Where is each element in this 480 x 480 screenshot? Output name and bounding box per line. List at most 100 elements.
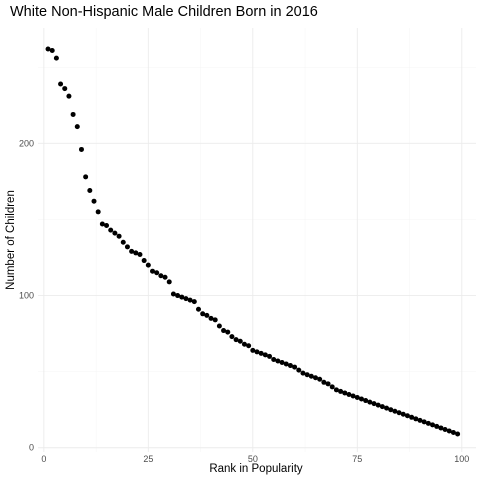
data-point [283, 361, 289, 367]
y-tick-label: 200 [19, 138, 34, 148]
data-point [170, 291, 176, 297]
data-point [329, 384, 335, 390]
data-point [371, 401, 377, 407]
data-point [279, 360, 285, 366]
x-axis-label: Rank in Popularity [209, 463, 303, 475]
data-point [162, 274, 168, 280]
data-point [338, 388, 344, 394]
data-point [53, 55, 59, 61]
y-axis-label: Number of Children [5, 190, 17, 290]
data-point [233, 337, 239, 343]
data-point [166, 279, 172, 285]
data-point [112, 230, 118, 236]
data-point [246, 343, 252, 349]
data-point [342, 390, 348, 396]
x-tick-label: 25 [143, 454, 153, 464]
data-point [195, 306, 201, 312]
data-point [74, 124, 80, 130]
data-point [124, 244, 130, 250]
data-point [392, 408, 398, 414]
data-point [108, 227, 114, 233]
data-point [304, 372, 310, 378]
data-point [404, 413, 410, 419]
data-point [78, 146, 84, 152]
data-point [354, 395, 360, 401]
data-point [367, 399, 373, 405]
data-point [204, 312, 210, 318]
data-point [434, 423, 440, 429]
data-point [116, 233, 122, 239]
data-point [300, 370, 306, 376]
data-point [346, 391, 352, 397]
data-point [179, 294, 185, 300]
data-point [254, 349, 260, 355]
data-point [49, 48, 55, 54]
y-tick-label: 0 [29, 443, 34, 453]
data-point [87, 188, 93, 194]
data-point [200, 311, 206, 317]
data-point [308, 373, 314, 379]
data-point [137, 251, 143, 257]
data-point [91, 198, 97, 204]
data-point [237, 338, 243, 344]
x-tick-label: 75 [352, 454, 362, 464]
data-point [158, 273, 164, 279]
data-point [104, 223, 110, 229]
data-point [417, 417, 423, 423]
data-point [241, 341, 247, 347]
data-point [250, 347, 256, 353]
data-point [150, 268, 156, 274]
data-point [409, 414, 415, 420]
data-point [66, 93, 72, 99]
data-point [421, 419, 427, 425]
data-point [145, 262, 151, 268]
data-point [58, 81, 64, 87]
chart-title: White Non-Hispanic Male Children Born in… [10, 4, 318, 20]
data-point [379, 404, 385, 410]
data-point [216, 323, 222, 329]
data-point [400, 411, 406, 417]
data-point [455, 431, 461, 437]
data-point [446, 428, 452, 434]
data-point [229, 334, 235, 340]
data-point [438, 425, 444, 431]
data-point [275, 358, 281, 364]
data-point [313, 375, 319, 381]
data-point [45, 46, 51, 52]
data-point [120, 239, 126, 245]
data-point [225, 329, 231, 335]
data-point [442, 426, 448, 432]
data-point [317, 376, 323, 382]
data-point [292, 364, 298, 370]
grid [38, 28, 476, 452]
data-point [187, 297, 193, 303]
data-point [212, 317, 218, 323]
x-tick-label: 0 [41, 454, 46, 464]
y-tick-label: 100 [19, 291, 34, 301]
points [45, 46, 461, 437]
data-point [396, 410, 402, 416]
data-point [413, 416, 419, 422]
data-point [363, 398, 369, 404]
data-point [375, 402, 381, 408]
data-point [262, 352, 268, 358]
data-point [129, 248, 135, 254]
data-point [388, 407, 394, 413]
data-point [321, 379, 327, 385]
data-point [191, 299, 197, 305]
data-point [450, 430, 456, 436]
data-point [430, 422, 436, 428]
data-point [83, 174, 89, 180]
data-point [271, 356, 277, 362]
data-point [175, 293, 181, 299]
data-point [358, 396, 364, 402]
tick-labels: 0 25 50 75 100 0 100 200 [19, 138, 469, 464]
data-point [62, 86, 68, 92]
data-point [183, 296, 189, 302]
data-point [350, 393, 356, 399]
data-point [425, 420, 431, 426]
x-tick-label: 50 [248, 454, 258, 464]
data-point [258, 350, 264, 356]
data-point [70, 111, 76, 117]
